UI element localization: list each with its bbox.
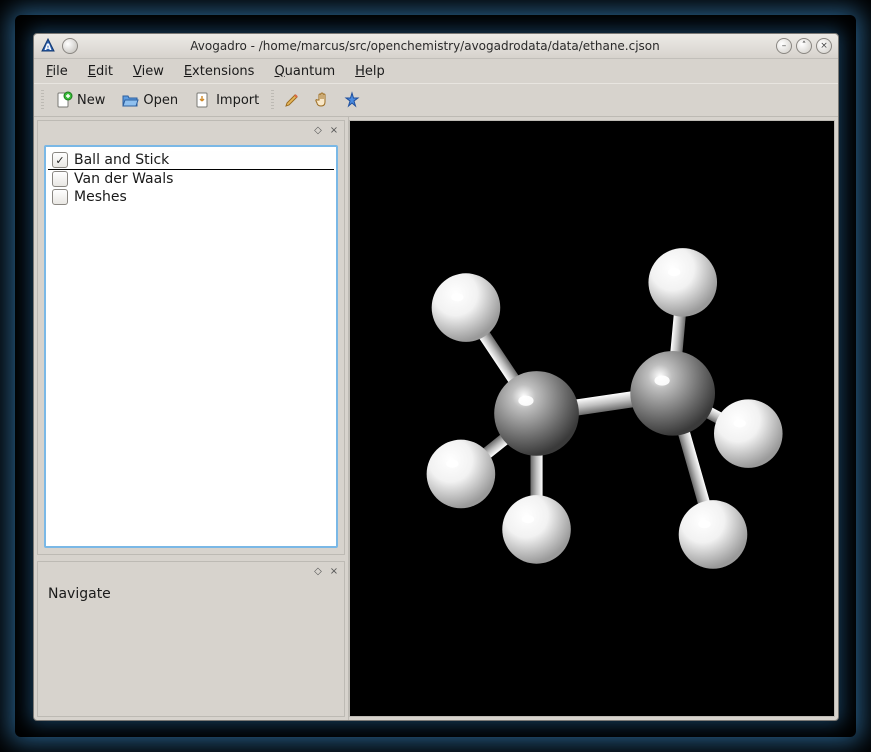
open-label: Open xyxy=(143,93,178,108)
import-label: Import xyxy=(216,93,259,108)
menu-help[interactable]: Help xyxy=(347,62,393,81)
menu-extensions[interactable]: Extensions xyxy=(176,62,263,81)
display-types-list[interactable]: ✓ Ball and Stick Van der Waals Meshes xyxy=(44,145,338,548)
import-icon xyxy=(194,91,212,109)
new-button[interactable]: New xyxy=(48,87,112,113)
titlebar[interactable]: A Avogadro - /home/marcus/src/openchemis… xyxy=(34,34,838,59)
app-icon: A xyxy=(40,38,56,54)
new-label: New xyxy=(77,93,105,108)
menubar: File Edit View Extensions Quantum Help xyxy=(34,59,838,83)
list-item-label: Ball and Stick xyxy=(74,152,169,168)
list-item-label: Meshes xyxy=(74,189,127,205)
pin-button[interactable] xyxy=(62,38,78,54)
list-item-label: Van der Waals xyxy=(74,171,173,187)
navigate-panel-titlebar[interactable]: ◇ × xyxy=(38,562,344,580)
toolbar-grip-2[interactable] xyxy=(268,88,276,112)
star-icon xyxy=(343,91,361,109)
menu-view[interactable]: View xyxy=(125,62,172,81)
toolbar: New Open Import xyxy=(34,83,838,117)
import-button[interactable]: Import xyxy=(187,87,266,113)
display-panel-close-button[interactable]: × xyxy=(328,124,340,136)
file-new-icon xyxy=(55,91,73,109)
navigate-panel-close-button[interactable]: × xyxy=(328,565,340,577)
list-item-van-der-waals[interactable]: Van der Waals xyxy=(48,170,334,188)
maximize-button[interactable]: ˄ xyxy=(796,38,812,54)
molecule-render xyxy=(350,121,834,716)
open-button[interactable]: Open xyxy=(114,87,185,113)
hand-cursor-icon xyxy=(313,91,331,109)
center-tool-button[interactable] xyxy=(338,87,366,113)
list-item-meshes[interactable]: Meshes xyxy=(48,188,334,206)
window-title: Avogadro - /home/marcus/src/openchemistr… xyxy=(78,39,772,53)
menu-quantum[interactable]: Quantum xyxy=(266,62,343,81)
checkbox-meshes[interactable] xyxy=(52,189,68,205)
navigate-label: Navigate xyxy=(38,580,344,608)
menu-file[interactable]: File xyxy=(38,62,76,81)
display-types-panel: ◇ × ✓ Ball and Stick Van der Waals Meshe… xyxy=(37,120,345,555)
list-item-ball-and-stick[interactable]: ✓ Ball and Stick xyxy=(48,151,334,170)
left-column: ◇ × ✓ Ball and Stick Van der Waals Meshe… xyxy=(34,117,349,720)
content-area: ◇ × ✓ Ball and Stick Van der Waals Meshe… xyxy=(34,117,838,720)
display-panel-titlebar[interactable]: ◇ × xyxy=(38,121,344,139)
pencil-icon xyxy=(283,91,301,109)
menu-edit[interactable]: Edit xyxy=(80,62,121,81)
folder-open-icon xyxy=(121,91,139,109)
navigate-panel: ◇ × Navigate xyxy=(37,561,345,717)
close-button[interactable]: × xyxy=(816,38,832,54)
display-panel-float-button[interactable]: ◇ xyxy=(312,124,324,136)
app-window: A Avogadro - /home/marcus/src/openchemis… xyxy=(33,33,839,721)
minimize-button[interactable]: – xyxy=(776,38,792,54)
draw-tool-button[interactable] xyxy=(278,87,306,113)
toolbar-grip[interactable] xyxy=(38,88,46,112)
checkbox-ball-and-stick[interactable]: ✓ xyxy=(52,152,68,168)
svg-text:A: A xyxy=(45,43,52,53)
3d-viewport[interactable] xyxy=(349,120,835,717)
navigate-panel-float-button[interactable]: ◇ xyxy=(312,565,324,577)
navigate-tool-button[interactable] xyxy=(308,87,336,113)
checkbox-van-der-waals[interactable] xyxy=(52,171,68,187)
